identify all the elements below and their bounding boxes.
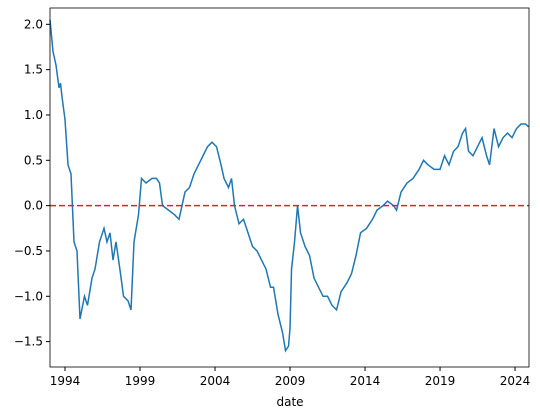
y-tick-label: −0.5 [14, 244, 43, 258]
y-tick-label: 0.5 [24, 153, 43, 167]
plot-frame [49, 7, 530, 368]
y-tick-label: −1.5 [14, 335, 43, 349]
x-tick-label: 1994 [50, 374, 81, 388]
y-tick-label: 1.0 [24, 108, 43, 122]
x-axis-label: date [276, 395, 303, 409]
x-tick-label: 2024 [500, 374, 531, 388]
line [49, 19, 530, 353]
y-tick-label: 0.0 [24, 199, 43, 213]
x-tick-label: 2004 [200, 374, 231, 388]
y-tick-label: −1.0 [14, 289, 43, 303]
y-tick-label: 2.0 [24, 17, 43, 31]
x-tick-label: 2014 [350, 374, 381, 388]
x-tick-label: 1999 [125, 374, 156, 388]
y-tick-label: 1.5 [24, 63, 43, 77]
x-tick-label: 2009 [275, 374, 306, 388]
x-tick-label: 2019 [425, 374, 456, 388]
